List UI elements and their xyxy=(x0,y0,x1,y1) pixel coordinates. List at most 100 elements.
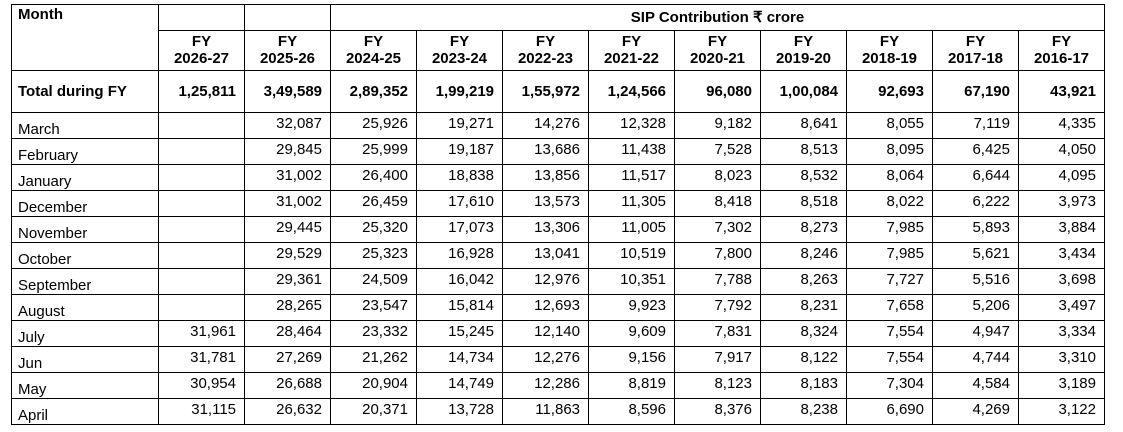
contribution-value-cell: 19,271 xyxy=(416,112,503,139)
contribution-value-cell: 7,985 xyxy=(846,216,933,243)
table-row: Jun 31,781 27,269 21,262 14,734 12,276 9,156 7,… xyxy=(11,346,1105,373)
sip-table-container: Month SIP Contribution ₹ crore FY 2026-27… xyxy=(11,4,1105,425)
contribution-value-cell: 6,644 xyxy=(932,164,1019,191)
total-value-cell: 92,693 xyxy=(846,70,933,113)
contribution-value-cell: 6,425 xyxy=(932,138,1019,165)
fy-year: 2022-23 xyxy=(517,49,574,67)
contribution-value-cell: 5,516 xyxy=(932,268,1019,295)
contribution-value-cell: 9,609 xyxy=(588,320,675,347)
table-row: November 29,445 25,320 17,073 13,306 11,005 7,… xyxy=(11,216,1105,243)
fy-label: FY xyxy=(965,33,986,50)
contribution-value-cell: 8,532 xyxy=(760,164,847,191)
fy-column-header: FY 2017-18 xyxy=(932,30,1019,71)
contribution-value-cell: 25,323 xyxy=(330,242,417,269)
contribution-value-cell: 18,838 xyxy=(416,164,503,191)
fy-column-header: FY 2022-23 xyxy=(502,30,589,71)
month-label-cell: May xyxy=(11,372,159,399)
contribution-value-cell: 12,276 xyxy=(502,346,589,373)
contribution-value-cell: 8,641 xyxy=(760,112,847,139)
contribution-value-cell: 12,693 xyxy=(502,294,589,321)
contribution-value-cell: 12,976 xyxy=(502,268,589,295)
contribution-value-cell: 14,276 xyxy=(502,112,589,139)
contribution-value-cell: 3,434 xyxy=(1018,242,1105,269)
contribution-value-cell: 7,917 xyxy=(674,346,761,373)
total-value-cell: 96,080 xyxy=(674,70,761,113)
fy-label: FY xyxy=(191,33,212,50)
contribution-value-cell: 24,509 xyxy=(330,268,417,295)
fy-column-header: FY 2021-22 xyxy=(588,30,675,71)
contribution-value-cell: 8,095 xyxy=(846,138,933,165)
contribution-value-cell: 17,073 xyxy=(416,216,503,243)
table-row: March 32,087 25,926 19,271 14,276 12,328 9,182… xyxy=(11,112,1105,139)
contribution-value-cell: 8,238 xyxy=(760,398,847,425)
contribution-value-cell: 12,328 xyxy=(588,112,675,139)
contribution-value-cell: 5,206 xyxy=(932,294,1019,321)
table-row: January 31,002 26,400 18,838 13,856 11,517 8,0… xyxy=(11,164,1105,191)
contribution-value-cell: 7,831 xyxy=(674,320,761,347)
fy-label: FY xyxy=(535,33,556,50)
fy-column-header: FY 2016-17 xyxy=(1018,30,1105,71)
contribution-value-cell: 7,792 xyxy=(674,294,761,321)
contribution-value-cell: 7,119 xyxy=(932,112,1019,139)
contribution-value-cell xyxy=(158,164,245,191)
contribution-value-cell: 7,554 xyxy=(846,320,933,347)
contribution-value-cell: 13,041 xyxy=(502,242,589,269)
contribution-value-cell: 7,658 xyxy=(846,294,933,321)
contribution-value-cell: 13,856 xyxy=(502,164,589,191)
contribution-value-cell: 7,302 xyxy=(674,216,761,243)
table-header: Month SIP Contribution ₹ crore FY 2026-27… xyxy=(11,4,1105,71)
contribution-value-cell: 10,351 xyxy=(588,268,675,295)
month-label-cell: February xyxy=(11,138,159,165)
contribution-value-cell xyxy=(158,190,245,217)
table-row: October 29,529 25,323 16,928 13,041 10,519 7,8… xyxy=(11,242,1105,269)
fy-year: 2016-17 xyxy=(1033,49,1090,67)
contribution-value-cell: 11,517 xyxy=(588,164,675,191)
contribution-value-cell: 8,819 xyxy=(588,372,675,399)
contribution-value-cell: 4,584 xyxy=(932,372,1019,399)
fy-year: 2021-22 xyxy=(603,49,660,67)
table-row: August 28,265 23,547 15,814 12,693 9,923 7,792… xyxy=(11,294,1105,321)
month-label-cell: September xyxy=(11,268,159,295)
contribution-value-cell: 26,688 xyxy=(244,372,331,399)
fy-label: FY xyxy=(621,33,642,50)
contribution-value-cell: 32,087 xyxy=(244,112,331,139)
contribution-value-cell: 20,371 xyxy=(330,398,417,425)
contribution-value-cell: 8,122 xyxy=(760,346,847,373)
total-value-cell: 1,25,811 xyxy=(158,70,245,113)
fy-label: FY xyxy=(879,33,900,50)
contribution-value-cell: 16,042 xyxy=(416,268,503,295)
contribution-value-cell: 6,222 xyxy=(932,190,1019,217)
contribution-value-cell: 8,513 xyxy=(760,138,847,165)
contribution-value-cell: 8,023 xyxy=(674,164,761,191)
empty-header-cell xyxy=(244,4,331,31)
month-label-cell: January xyxy=(11,164,159,191)
contribution-value-cell: 3,884 xyxy=(1018,216,1105,243)
contribution-value-cell: 25,999 xyxy=(330,138,417,165)
contribution-value-cell: 8,376 xyxy=(674,398,761,425)
contribution-value-cell: 12,140 xyxy=(502,320,589,347)
contribution-value-cell: 7,985 xyxy=(846,242,933,269)
contribution-value-cell: 3,189 xyxy=(1018,372,1105,399)
contribution-value-cell xyxy=(158,242,245,269)
fy-label: FY xyxy=(449,33,470,50)
table-row: April 31,115 26,632 20,371 13,728 11,863 8,596… xyxy=(11,398,1105,425)
contribution-value-cell: 7,528 xyxy=(674,138,761,165)
contribution-value-cell: 7,727 xyxy=(846,268,933,295)
contribution-value-cell: 4,335 xyxy=(1018,112,1105,139)
table-row: February 29,845 25,999 19,187 13,686 11,438 7,… xyxy=(11,138,1105,165)
table-row: September 29,361 24,509 16,042 12,976 10,351 7… xyxy=(11,268,1105,295)
contribution-value-cell: 14,734 xyxy=(416,346,503,373)
contribution-value-cell: 8,246 xyxy=(760,242,847,269)
contribution-value-cell: 8,324 xyxy=(760,320,847,347)
contribution-value-cell: 10,519 xyxy=(588,242,675,269)
table-row: July 31,961 28,464 23,332 15,245 12,140 9,609 7… xyxy=(11,320,1105,347)
total-row-label: Total during FY xyxy=(11,70,159,113)
total-value-cell: 2,89,352 xyxy=(330,70,417,113)
month-label-cell: August xyxy=(11,294,159,321)
contribution-value-cell xyxy=(158,268,245,295)
table-row: December 31,002 26,459 17,610 13,573 11,305 8,… xyxy=(11,190,1105,217)
table-row: May 30,954 26,688 20,904 14,749 12,286 8,819 8,… xyxy=(11,372,1105,399)
contribution-value-cell: 8,273 xyxy=(760,216,847,243)
contribution-value-cell: 8,123 xyxy=(674,372,761,399)
fy-year: 2020-21 xyxy=(689,49,746,67)
